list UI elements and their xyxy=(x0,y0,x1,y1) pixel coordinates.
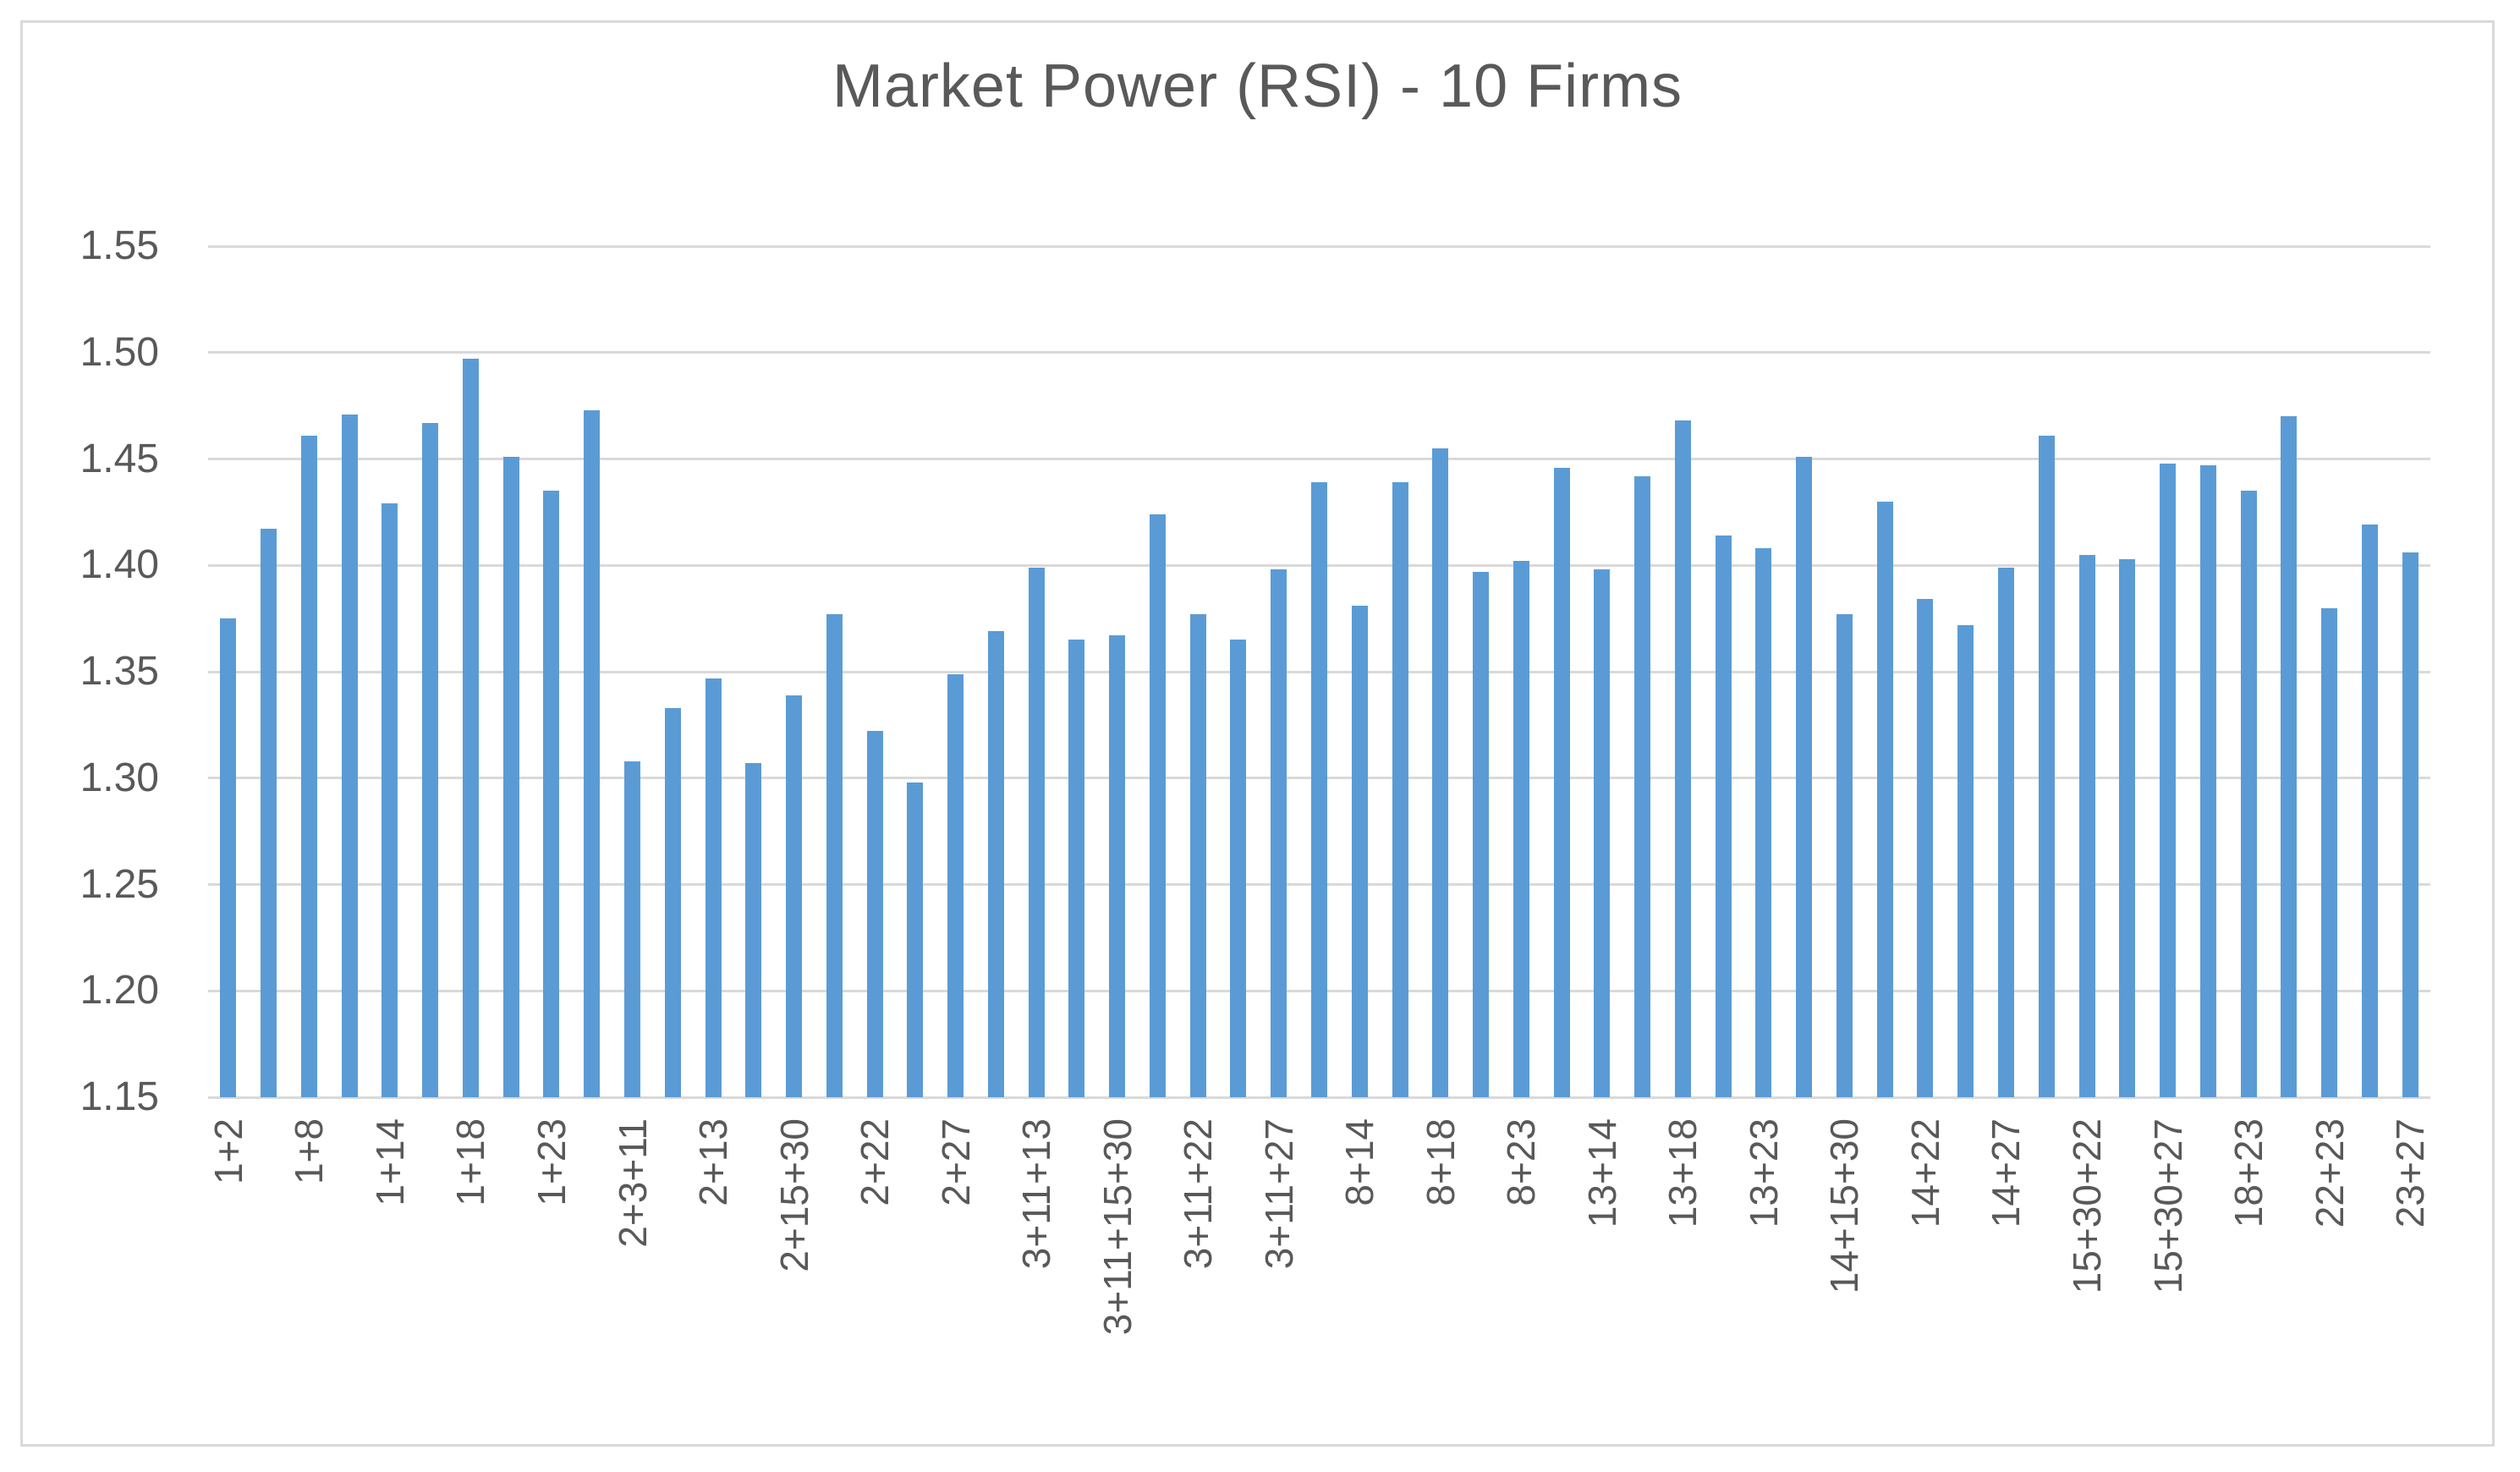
bar[interactable] xyxy=(341,414,358,1097)
bar[interactable] xyxy=(947,673,964,1097)
bar[interactable] xyxy=(987,631,1004,1097)
x-axis-category-label: 14+22 xyxy=(1902,1118,1947,1228)
bar[interactable] xyxy=(1068,640,1085,1097)
y-axis-tick-label: 1.55 xyxy=(80,223,159,268)
x-axis-category-label: 8+18 xyxy=(1418,1118,1463,1206)
x-axis-category-label: 22+23 xyxy=(2307,1118,2352,1228)
bar[interactable] xyxy=(745,763,762,1097)
y-axis-tick-label: 1.40 xyxy=(80,542,159,588)
gridline xyxy=(208,1096,2430,1099)
y-axis-tick-label: 1.20 xyxy=(80,968,159,1013)
gridline xyxy=(208,351,2430,354)
bar[interactable] xyxy=(1149,514,1166,1097)
bar[interactable] xyxy=(1715,536,1732,1097)
chart-title: Market Power (RSI) - 10 Firms xyxy=(832,52,1683,120)
bar[interactable] xyxy=(261,529,277,1097)
bar[interactable] xyxy=(1432,448,1449,1097)
bar[interactable] xyxy=(1513,561,1529,1097)
bar[interactable] xyxy=(2361,525,2378,1097)
bar[interactable] xyxy=(1230,640,1247,1097)
bar[interactable] xyxy=(1594,569,1611,1097)
bar[interactable] xyxy=(1755,548,1772,1097)
bar[interactable] xyxy=(1634,475,1651,1097)
bar[interactable] xyxy=(2240,491,2257,1097)
x-axis-category-label: 15+30+27 xyxy=(2145,1118,2190,1294)
x-axis-category-label: 1+8 xyxy=(287,1118,332,1185)
bar[interactable] xyxy=(1917,599,1934,1097)
x-axis-category-label: 1+23 xyxy=(529,1118,574,1206)
bar[interactable] xyxy=(907,782,924,1097)
bar[interactable] xyxy=(1876,501,1893,1097)
bar[interactable] xyxy=(422,422,439,1097)
x-axis-category-label: 8+14 xyxy=(1337,1118,1382,1206)
bar[interactable] xyxy=(220,618,237,1097)
gridline xyxy=(208,458,2430,460)
bar[interactable] xyxy=(624,761,641,1097)
gridline xyxy=(208,244,2430,248)
bar[interactable] xyxy=(705,678,722,1097)
bar[interactable] xyxy=(826,614,843,1097)
bar[interactable] xyxy=(1392,482,1408,1097)
plot-area xyxy=(208,244,2430,1099)
y-axis-tick-label: 1.30 xyxy=(80,755,159,800)
bar[interactable] xyxy=(300,435,317,1097)
x-axis-category-label: 13+18 xyxy=(1661,1118,1705,1228)
x-axis-category-label: 13+23 xyxy=(1741,1118,1786,1228)
bar[interactable] xyxy=(2038,435,2055,1097)
y-axis-tick-label: 1.35 xyxy=(80,649,159,694)
bar[interactable] xyxy=(1351,606,1368,1097)
bar[interactable] xyxy=(2160,463,2177,1097)
bar[interactable] xyxy=(2402,552,2418,1097)
x-axis-category-label: 2+15+30 xyxy=(771,1118,816,1272)
bar[interactable] xyxy=(1473,571,1490,1097)
bar[interactable] xyxy=(543,491,560,1097)
bar[interactable] xyxy=(1189,614,1206,1097)
bar[interactable] xyxy=(786,695,803,1097)
bar[interactable] xyxy=(2281,416,2298,1097)
bar[interactable] xyxy=(1553,467,1570,1097)
bar[interactable] xyxy=(1271,569,1287,1097)
y-axis-tick-label: 1.25 xyxy=(80,861,159,907)
x-axis-category-label: 14+27 xyxy=(1984,1118,2029,1228)
x-axis-category-label: 13+14 xyxy=(1579,1118,1624,1228)
bar[interactable] xyxy=(1028,567,1045,1097)
bar[interactable] xyxy=(1674,420,1691,1097)
y-axis-tick-label: 1.45 xyxy=(80,436,159,481)
x-axis-category-label: 18+23 xyxy=(2226,1118,2271,1228)
x-axis-category-label: 2+13 xyxy=(691,1118,736,1206)
x-axis-category-label: 15+30+22 xyxy=(2065,1118,2109,1294)
x-axis-category-label: 1+2 xyxy=(206,1118,250,1185)
bar[interactable] xyxy=(2078,554,2095,1097)
x-axis-category-label: 1+14 xyxy=(367,1118,412,1206)
bar[interactable] xyxy=(1997,567,2014,1097)
x-axis-category-label: 2+3+11 xyxy=(610,1118,655,1248)
x-axis-category-label: 3+11+27 xyxy=(1256,1118,1301,1270)
bar[interactable] xyxy=(502,456,519,1097)
x-axis-category-label: 3+11+15+30 xyxy=(1095,1118,1139,1336)
x-axis-category-label: 3+11+22 xyxy=(1176,1118,1221,1270)
bar[interactable] xyxy=(584,409,601,1097)
x-axis-category-label: 23+27 xyxy=(2388,1118,2433,1228)
bar[interactable] xyxy=(382,503,398,1097)
y-axis-tick-label: 1.50 xyxy=(80,329,159,375)
bar[interactable] xyxy=(866,731,883,1097)
x-axis-category-label: 2+22 xyxy=(853,1118,898,1206)
x-axis-category-label: 1+18 xyxy=(448,1118,493,1206)
bar[interactable] xyxy=(2321,607,2338,1097)
x-axis-category-label: 3+11+13 xyxy=(1014,1118,1059,1270)
bar[interactable] xyxy=(1311,482,1327,1097)
bar[interactable] xyxy=(462,359,479,1097)
x-axis-category-label: 8+23 xyxy=(1499,1118,1544,1206)
x-axis-category-label: 14+15+30 xyxy=(1822,1118,1867,1294)
bar[interactable] xyxy=(1109,635,1126,1097)
bar[interactable] xyxy=(1836,614,1853,1097)
bar[interactable] xyxy=(1957,624,1974,1097)
bar[interactable] xyxy=(2199,465,2216,1097)
bar[interactable] xyxy=(2119,558,2136,1097)
x-axis-category-label: 2+27 xyxy=(933,1118,978,1206)
bar[interactable] xyxy=(1796,456,1813,1097)
bar[interactable] xyxy=(664,707,681,1097)
y-axis-tick-label: 1.15 xyxy=(80,1074,159,1119)
